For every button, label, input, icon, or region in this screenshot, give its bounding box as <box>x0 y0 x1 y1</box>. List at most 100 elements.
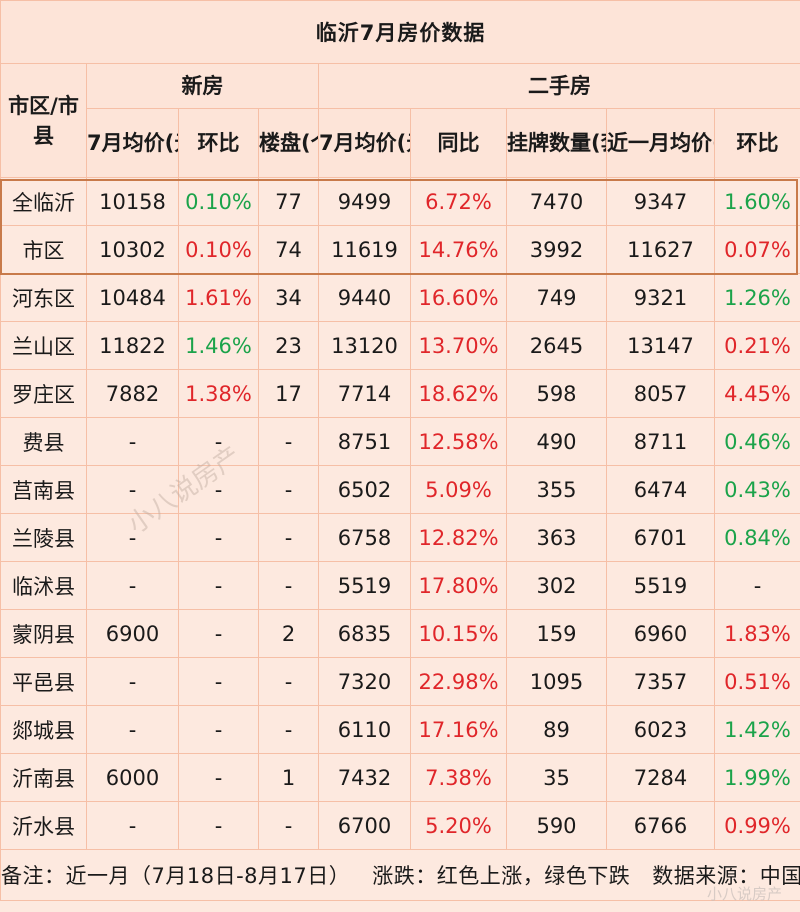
header-sh-avg: 7月均价(元/㎡) <box>318 108 411 178</box>
new-avg-cell: 10158 <box>86 177 179 226</box>
sh-mom-cell: 0.43% <box>713 465 800 514</box>
new-avg-cell: - <box>86 705 179 754</box>
new-mom-cell: 0.10% <box>178 225 259 274</box>
new-avg-cell: 6900 <box>86 609 179 658</box>
sh-avg-cell: 9499 <box>318 177 411 226</box>
table-row: 兰陵县 - - -6758 12.82% 363 6701 0.84% <box>0 513 800 562</box>
sh-mom-cell: 0.21% <box>713 321 800 370</box>
footer-period: 备注：近一月（7月18日-8月17日） <box>1 864 351 888</box>
row-name-cell: 郯城县 <box>0 705 87 754</box>
sh-avg-cell: 7432 <box>318 753 411 802</box>
row-name-cell: 兰陵县 <box>0 513 87 562</box>
sh-listings-cell: 89 <box>506 705 607 754</box>
new-projects-cell: 74 <box>258 225 319 274</box>
sh-avg-cell: 7320 <box>318 657 411 706</box>
header-new-avg: 7月均价(元/㎡) <box>86 108 179 178</box>
new-projects-cell: 23 <box>258 321 319 370</box>
header-sh-mom: 环比 <box>713 108 800 178</box>
sh-avg-cell: 9440 <box>318 273 411 322</box>
sh-listings-cell: 159 <box>506 609 607 658</box>
sh-yoy-cell: 16.60% <box>410 273 507 322</box>
sh-recent-avg-cell: 6701 <box>606 513 715 562</box>
new-avg-cell: 10302 <box>86 225 179 274</box>
table-row: 兰山区 11822 1.46% 23 13120 13.70% 2645 13147 0.21% <box>0 321 800 370</box>
table-row: 平邑县 - - -7320 22.98% 1095 7357 0.51% <box>0 657 800 706</box>
sh-recent-avg-cell: 11627 <box>606 225 715 274</box>
new-avg-cell: - <box>86 801 179 850</box>
new-mom-cell: - <box>178 705 259 754</box>
sh-mom-cell: - <box>713 561 800 610</box>
new-avg-cell: - <box>86 657 179 706</box>
new-mom-cell: - <box>178 513 259 562</box>
new-avg-cell: - <box>86 417 179 466</box>
new-projects-cell: - <box>258 801 319 850</box>
sh-avg-cell: 13120 <box>318 321 411 370</box>
new-mom-cell: 1.46% <box>178 321 259 370</box>
sh-avg-cell: 6835 <box>318 609 411 658</box>
header-new-mom: 环比 <box>178 108 259 178</box>
new-mom-cell: - <box>178 609 259 658</box>
sh-avg-cell: 5519 <box>318 561 411 610</box>
table-row: 郯城县 - - -6110 17.16% 89 6023 1.42% <box>0 705 800 754</box>
sh-listings-cell: 3992 <box>506 225 607 274</box>
sh-yoy-cell: 12.58% <box>410 417 507 466</box>
sh-yoy-cell: 10.15% <box>410 609 507 658</box>
sh-mom-cell: 0.07% <box>713 225 800 274</box>
new-projects-cell: - <box>258 465 319 514</box>
sh-listings-cell: 355 <box>506 465 607 514</box>
new-mom-cell: - <box>178 753 259 802</box>
page-title: 临沂7月房价数据 <box>0 0 800 64</box>
sh-yoy-cell: 12.82% <box>410 513 507 562</box>
sh-yoy-cell: 13.70% <box>410 321 507 370</box>
new-avg-cell: 10484 <box>86 273 179 322</box>
header-new-projects: 楼盘(个) <box>258 108 319 178</box>
sh-yoy-cell: 14.76% <box>410 225 507 274</box>
row-name-cell: 沂水县 <box>0 801 87 850</box>
new-avg-cell: - <box>86 561 179 610</box>
header-sh-recent-avg: 近一月均价(元/㎡) <box>606 108 715 178</box>
sh-yoy-cell: 5.20% <box>410 801 507 850</box>
header-new-house: 新房 <box>86 63 319 109</box>
sh-recent-avg-cell: 8057 <box>606 369 715 418</box>
footer-source: 数据来源：中国房价行情 <box>652 864 799 888</box>
table-row: 河东区 10484 1.61% 34 9440 16.60% 749 9321 1.26% <box>0 273 800 322</box>
header-sh-listings: 挂牌数量(套) <box>506 108 607 178</box>
new-mom-cell: 1.61% <box>178 273 259 322</box>
sh-avg-cell: 8751 <box>318 417 411 466</box>
sh-mom-cell: 0.84% <box>713 513 800 562</box>
row-name-cell: 蒙阴县 <box>0 609 87 658</box>
header-sh-yoy: 同比 <box>410 108 507 178</box>
table-row: 市区 10302 0.10% 74 11619 14.76% 3992 11627 0.07% <box>0 225 800 274</box>
sh-listings-cell: 363 <box>506 513 607 562</box>
sh-yoy-cell: 17.80% <box>410 561 507 610</box>
new-mom-cell: 1.38% <box>178 369 259 418</box>
new-mom-cell: - <box>178 561 259 610</box>
sh-mom-cell: 1.83% <box>713 609 800 658</box>
sh-listings-cell: 302 <box>506 561 607 610</box>
sh-avg-cell: 6110 <box>318 705 411 754</box>
sh-recent-avg-cell: 5519 <box>606 561 715 610</box>
table-row: 全临沂 10158 0.10% 77 9499 6.72% 7470 9347 1.60% <box>0 177 800 226</box>
sh-avg-cell: 6758 <box>318 513 411 562</box>
sh-avg-cell: 6502 <box>318 465 411 514</box>
sh-avg-cell: 6700 <box>318 801 411 850</box>
sh-listings-cell: 7470 <box>506 177 607 226</box>
new-avg-cell: - <box>86 513 179 562</box>
new-avg-cell: 11822 <box>86 321 179 370</box>
table-row: 蒙阴县 6900-2 6835 10.15% 159 6960 1.83% <box>0 609 800 658</box>
sh-mom-cell: 0.46% <box>713 417 800 466</box>
table-row: 沂水县 - - -6700 5.20% 590 6766 0.99% <box>0 801 800 850</box>
new-mom-cell: - <box>178 465 259 514</box>
sh-recent-avg-cell: 8711 <box>606 417 715 466</box>
row-name-cell: 兰山区 <box>0 321 87 370</box>
row-name-cell: 市区 <box>0 225 87 274</box>
row-name-cell: 平邑县 <box>0 657 87 706</box>
new-avg-cell: 7882 <box>86 369 179 418</box>
table-row: 费县 - - -8751 12.58% 490 8711 0.46% <box>0 417 800 466</box>
new-avg-cell: 6000 <box>86 753 179 802</box>
sh-listings-cell: 598 <box>506 369 607 418</box>
sh-recent-avg-cell: 7357 <box>606 657 715 706</box>
sh-listings-cell: 749 <box>506 273 607 322</box>
sh-yoy-cell: 5.09% <box>410 465 507 514</box>
new-projects-cell: 77 <box>258 177 319 226</box>
